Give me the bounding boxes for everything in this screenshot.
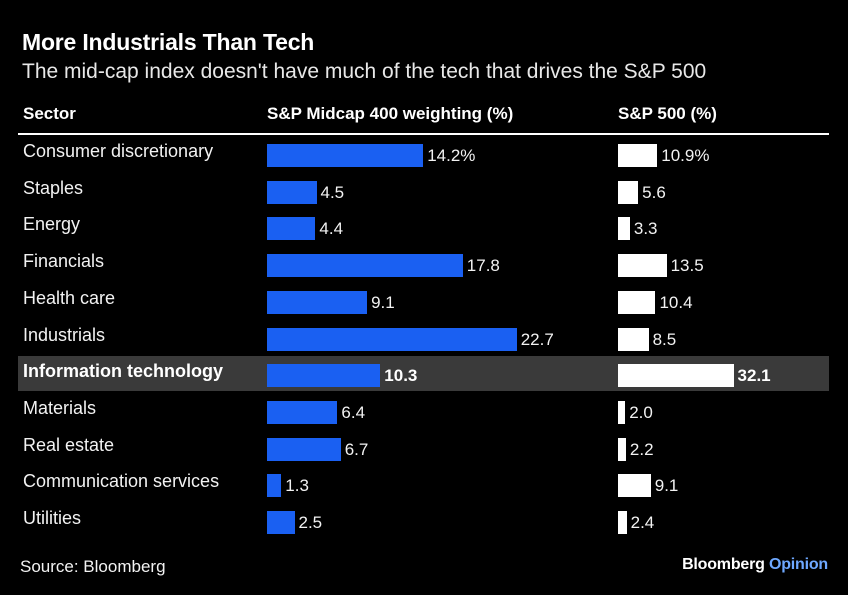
midcap-bar-materials: [267, 400, 338, 424]
sp500-value-communication-services: 9.1: [654, 476, 679, 496]
midcap-value-information-technology: 10.3: [384, 366, 418, 386]
sp500-value-energy: 3.3: [633, 219, 658, 239]
sp500-bar-real-estate: [618, 437, 626, 461]
sp500-bar-energy: [618, 217, 630, 241]
midcap-value-energy: 4.4: [319, 219, 344, 239]
midcap-bar-financials: [267, 254, 463, 278]
sp500-value-information-technology: 32.1: [737, 366, 771, 386]
sp500-value-industrials: 8.5: [652, 329, 677, 349]
sp500-value-utilities: 2.4: [630, 513, 655, 532]
row-label-financials: Financials: [23, 251, 105, 272]
row-label-real-estate: Real estate: [23, 434, 115, 455]
chart-title: More Industrials Than Tech: [22, 29, 315, 55]
midcap-bar-real-estate: [267, 437, 341, 461]
sp500-value-consumer-discretionary: 10.9%: [661, 146, 710, 165]
row-label-information-technology: Information technology: [23, 361, 223, 382]
sp500-value-staples: 5.6: [642, 182, 666, 202]
sp500-value-health-care: 10.4: [659, 292, 693, 312]
midcap-value-financials: 17.8: [466, 256, 500, 276]
header-divider: [18, 133, 829, 135]
brand-name: Bloomberg: [682, 556, 765, 573]
sp500-value-materials: 2.0: [629, 402, 653, 422]
sp500-bar-utilities: [618, 511, 627, 534]
row-label-industrials: Industrials: [23, 324, 106, 345]
bloomberg-opinion-logo: Bloomberg Opinion: [682, 556, 828, 574]
sp500-bar-financials: [618, 254, 667, 278]
sp500-bar-materials: [618, 400, 626, 424]
brand-section: Opinion: [768, 556, 828, 573]
midcap-value-communication-services: 1.3: [285, 476, 309, 496]
midcap-bar-utilities: [267, 511, 295, 534]
midcap-value-real-estate: 6.7: [344, 439, 369, 459]
sp500-bar-information-technology: [618, 364, 734, 388]
sp500-bar-industrials: [618, 327, 649, 351]
sp500-bar-consumer-discretionary: [618, 144, 658, 167]
row-label-staples: Staples: [23, 177, 84, 198]
sp500-value-financials: 13.5: [670, 256, 704, 276]
row-label-materials: Materials: [23, 397, 97, 418]
midcap-bar-energy: [267, 217, 316, 241]
midcap-value-staples: 4.5: [320, 182, 345, 202]
chart-subtitle: The mid-cap index doesn't have much of t…: [22, 60, 707, 83]
sp500-value-real-estate: 2.2: [629, 439, 654, 459]
midcap-bar-staples: [267, 180, 317, 204]
midcap-bar-consumer-discretionary: [267, 144, 424, 167]
midcap-bar-industrials: [267, 327, 517, 351]
header-sector: Sector: [23, 104, 76, 123]
sp500-bar-communication-services: [618, 474, 651, 498]
row-label-communication-services: Communication services: [23, 471, 220, 492]
sp500-bar-staples: [618, 180, 639, 204]
row-label-health-care: Health care: [23, 287, 116, 308]
row-label-energy: Energy: [23, 214, 81, 235]
sp500-bar-health-care: [618, 290, 656, 314]
midcap-bar-communication-services: [267, 474, 282, 498]
row-label-consumer-discretionary: Consumer discretionary: [23, 141, 214, 161]
header-midcap: S&P Midcap 400 weighting (%): [267, 104, 514, 123]
row-label-utilities: Utilities: [23, 508, 82, 528]
midcap-value-utilities: 2.5: [298, 513, 323, 532]
midcap-bar-information-technology: [267, 364, 381, 388]
midcap-bar-health-care: [267, 290, 368, 314]
midcap-value-health-care: 9.1: [371, 292, 395, 312]
midcap-value-consumer-discretionary: 14.2%: [427, 146, 476, 165]
midcap-value-materials: 6.4: [341, 402, 366, 422]
source-note: Source: Bloomberg: [20, 557, 166, 576]
header-sp500: S&P 500 (%): [618, 104, 717, 123]
midcap-value-industrials: 22.7: [520, 329, 554, 349]
